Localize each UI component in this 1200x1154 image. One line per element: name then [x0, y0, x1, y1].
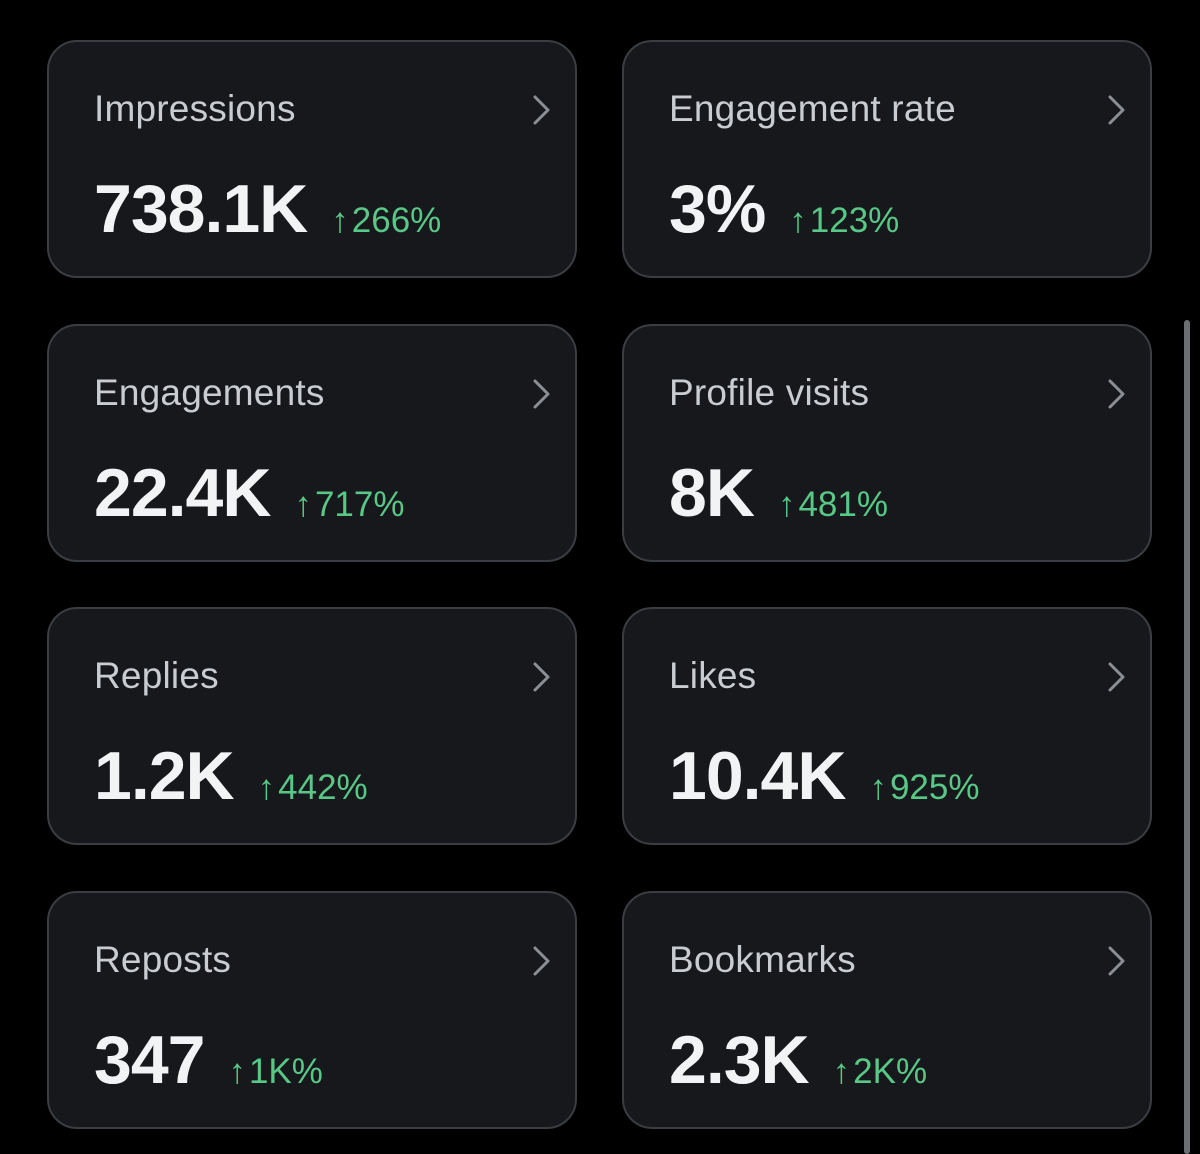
metric-change: ↑ 717%: [294, 485, 404, 525]
metric-value: 8K: [669, 455, 755, 531]
metric-value-row: 22.4K ↑ 717%: [94, 454, 405, 532]
chevron-right-icon: [1108, 946, 1125, 976]
metric-value: 10.4K: [669, 738, 846, 814]
metric-label: Likes: [669, 655, 757, 696]
metric-value: 3%: [669, 171, 766, 247]
metric-change: ↑ 481%: [778, 485, 888, 525]
metric-change-value: 1K%: [248, 1052, 323, 1091]
metric-value: 347: [94, 1022, 205, 1098]
metric-value-row: 3% ↑ 123%: [669, 170, 899, 248]
metric-value-row: 347 ↑ 1K%: [94, 1021, 323, 1099]
metric-change-value: 925%: [889, 768, 980, 807]
metric-value-row: 1.2K ↑ 442%: [94, 737, 368, 815]
chevron-right-icon: [1108, 379, 1125, 409]
metric-change: ↑ 2K%: [833, 1052, 927, 1092]
metric-card-replies[interactable]: Replies 1.2K ↑ 442%: [47, 607, 577, 845]
metric-card-engagements[interactable]: Engagements 22.4K ↑ 717%: [47, 324, 577, 562]
metric-change: ↑ 266%: [331, 201, 441, 241]
arrow-up-icon: ↑: [257, 768, 276, 807]
metric-value-row: 10.4K ↑ 925%: [669, 737, 980, 815]
metric-value: 2.3K: [669, 1022, 810, 1098]
chevron-right-icon: [533, 662, 550, 692]
metric-change-value: 481%: [798, 485, 888, 524]
metric-change-value: 2K%: [853, 1052, 928, 1091]
metric-label: Replies: [94, 655, 219, 696]
metric-change: ↑ 442%: [258, 768, 368, 808]
metric-value-row: 8K ↑ 481%: [669, 454, 888, 532]
metric-label: Profile visits: [669, 372, 870, 413]
metric-change-value: 123%: [809, 201, 900, 240]
chevron-right-icon: [533, 379, 550, 409]
metric-value: 1.2K: [94, 738, 235, 814]
metric-label: Reposts: [94, 939, 232, 980]
metric-card-reposts[interactable]: Reposts 347 ↑ 1K%: [47, 891, 577, 1129]
metric-change: ↑ 123%: [789, 201, 899, 241]
arrow-up-icon: ↑: [832, 1052, 851, 1091]
arrow-up-icon: ↑: [294, 485, 312, 524]
arrow-up-icon: ↑: [777, 485, 796, 524]
metric-value: 22.4K: [94, 455, 271, 531]
metric-change-value: 266%: [351, 201, 442, 240]
metric-label: Bookmarks: [669, 939, 856, 980]
arrow-up-icon: ↑: [789, 201, 807, 240]
metric-value-row: 2.3K ↑ 2K%: [669, 1021, 927, 1099]
metric-card-profile-visits[interactable]: Profile visits 8K ↑ 481%: [622, 324, 1152, 562]
metric-card-engagement-rate[interactable]: Engagement rate 3% ↑ 123%: [622, 40, 1152, 278]
metric-change: ↑ 925%: [869, 768, 979, 808]
metric-card-impressions[interactable]: Impressions 738.1K ↑ 266%: [47, 40, 577, 278]
metric-change-value: 442%: [278, 768, 368, 807]
metric-value-row: 738.1K ↑ 266%: [94, 170, 441, 248]
metric-change-value: 717%: [314, 485, 405, 524]
metric-label: Engagement rate: [669, 88, 956, 129]
metric-value: 738.1K: [94, 171, 308, 247]
chevron-right-icon: [1108, 95, 1125, 125]
scrollbar[interactable]: [1184, 320, 1190, 1154]
arrow-up-icon: ↑: [331, 201, 349, 240]
chevron-right-icon: [533, 946, 550, 976]
arrow-up-icon: ↑: [228, 1052, 246, 1091]
metric-card-likes[interactable]: Likes 10.4K ↑ 925%: [622, 607, 1152, 845]
chevron-right-icon: [1108, 662, 1125, 692]
metric-label: Engagements: [94, 372, 325, 413]
metric-label: Impressions: [94, 88, 296, 129]
metric-change: ↑ 1K%: [228, 1052, 322, 1092]
metric-card-bookmarks[interactable]: Bookmarks 2.3K ↑ 2K%: [622, 891, 1152, 1129]
chevron-right-icon: [533, 95, 550, 125]
arrow-up-icon: ↑: [869, 768, 887, 807]
